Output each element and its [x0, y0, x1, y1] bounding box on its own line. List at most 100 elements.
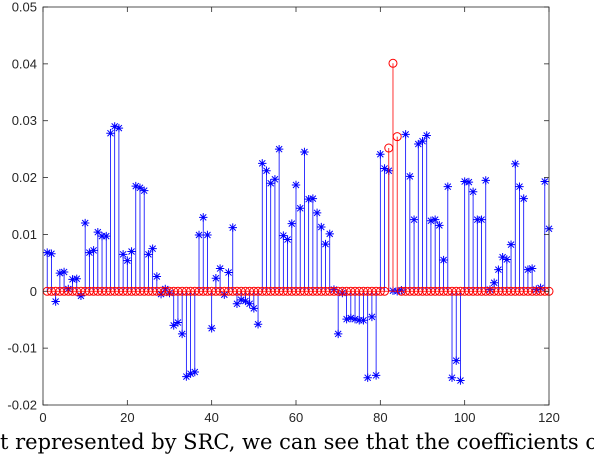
data-point [241, 296, 250, 306]
data-point [89, 246, 98, 255]
data-point [481, 176, 490, 185]
y-tick-label: 0 [30, 284, 37, 299]
series-circle [42, 58, 554, 296]
y-tick-label: -0.02 [7, 398, 37, 413]
data-point [435, 221, 444, 230]
data-point [161, 284, 170, 294]
data-point [405, 172, 415, 181]
data-point [215, 264, 225, 273]
x-tick-label: 20 [120, 410, 134, 425]
data-point [523, 265, 533, 274]
data-point [190, 367, 199, 377]
data-point [342, 314, 351, 324]
data-point [506, 240, 516, 249]
data-point [203, 230, 212, 240]
data-point [220, 290, 229, 299]
data-point [249, 304, 259, 313]
data-point [224, 268, 233, 277]
data-point [80, 218, 90, 228]
data-point [182, 372, 191, 381]
data-point [464, 177, 474, 187]
data-point [110, 122, 119, 131]
data-point [186, 369, 195, 378]
data-point [329, 285, 339, 294]
data-point [177, 329, 187, 339]
data-point [489, 278, 499, 287]
data-point [173, 318, 183, 327]
data-point [59, 267, 69, 277]
data-point [363, 373, 372, 382]
data-point [135, 183, 145, 193]
data-point [409, 215, 419, 224]
data-point [236, 295, 246, 305]
data-point [376, 150, 385, 159]
data-point [106, 129, 115, 138]
data-point [392, 132, 402, 142]
data-point [211, 274, 221, 283]
series-layer [42, 58, 554, 385]
data-point [102, 231, 111, 241]
data-point [532, 285, 541, 294]
data-point [401, 130, 410, 139]
y-tick-label: 0.03 [12, 113, 37, 128]
data-point [274, 144, 284, 154]
data-point [511, 159, 520, 169]
data-point [245, 299, 254, 308]
x-tick-label: 40 [204, 410, 218, 425]
data-point [477, 215, 486, 224]
data-point [443, 182, 452, 191]
data-point [64, 284, 73, 294]
data-point [308, 194, 318, 203]
data-point [169, 321, 178, 330]
data-point [207, 324, 216, 333]
x-tick-label: 0 [39, 410, 46, 425]
data-point [384, 143, 394, 153]
data-point [283, 235, 292, 244]
y-tick-label: 0.01 [12, 227, 37, 242]
data-point [388, 58, 398, 68]
data-point [460, 177, 469, 186]
data-point [199, 213, 208, 222]
data-point [536, 283, 545, 293]
x-tick-label: 60 [289, 410, 303, 425]
data-point [43, 248, 52, 257]
data-point [270, 175, 280, 184]
data-point [287, 219, 296, 228]
data-point [346, 313, 356, 323]
data-point [51, 297, 60, 306]
data-point [296, 204, 305, 213]
series-asterisk [43, 122, 554, 385]
stem-chart: 0 20 40 60 80 100 120 -0.02 -0.01 0 0.01 0.02 0.03 0.… [7, 0, 559, 425]
data-point [456, 376, 465, 385]
data-point [72, 274, 81, 283]
axes: 0 20 40 60 80 100 120 -0.02 -0.01 0 0.01 0.02 0.03 0.… [7, 0, 559, 425]
data-point [473, 215, 482, 224]
data-point [228, 223, 237, 232]
data-point [148, 244, 157, 253]
y-tick-label: 0.05 [12, 0, 37, 15]
data-point [371, 371, 381, 380]
data-point [498, 252, 507, 262]
data-point [414, 139, 423, 149]
data-point [430, 215, 440, 224]
data-point [485, 285, 495, 294]
data-point [300, 147, 309, 157]
data-point [156, 289, 166, 299]
x-tick-label: 100 [454, 410, 476, 425]
data-point [375, 286, 385, 296]
x-tick-label: 120 [538, 410, 560, 425]
data-point [194, 230, 204, 240]
data-point [527, 264, 537, 273]
data-point [540, 177, 549, 186]
data-point [165, 288, 174, 298]
data-point [304, 194, 313, 204]
data-point [232, 299, 242, 308]
data-point [55, 268, 65, 278]
data-point [447, 373, 457, 382]
data-point [76, 291, 86, 301]
data-point [266, 179, 275, 188]
data-point [127, 247, 136, 256]
data-point [359, 316, 368, 325]
data-point [367, 312, 377, 322]
data-point [380, 286, 390, 296]
